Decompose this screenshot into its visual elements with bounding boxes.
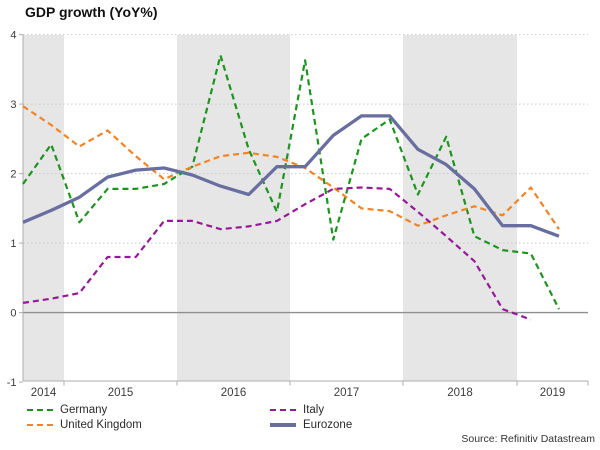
legend-label-germany: Germany	[60, 404, 108, 416]
series-line-germany	[22, 54, 560, 310]
legend-label-italy: Italy	[303, 404, 325, 416]
y-tick-label: 2	[10, 169, 16, 181]
legend-item-italy: Italy	[270, 403, 324, 417]
y-tick-label: -1	[7, 377, 17, 389]
year-band	[403, 35, 517, 381]
legend-item-eurozone: Eurozone	[270, 418, 352, 432]
eurozone-line-swatch	[270, 423, 296, 427]
series-line-eurozone	[22, 114, 560, 238]
year-band	[177, 35, 290, 381]
x-year-label: 2019	[540, 387, 566, 399]
x-year-label: 2014	[31, 387, 57, 399]
source-note: Source: Refinitiv Datastream	[461, 433, 595, 445]
italy-dash-swatch	[270, 408, 296, 412]
x-year-label: 2018	[447, 387, 473, 399]
x-year-label: 2015	[108, 387, 134, 399]
y-tick-label: 3	[10, 99, 16, 111]
y-tick-label: 1	[10, 238, 16, 250]
y-tick-label: 4	[10, 30, 16, 42]
x-year-label: 2016	[221, 387, 247, 399]
chart-title: GDP growth (YoY%)	[25, 4, 158, 20]
x-year-label: 2017	[334, 387, 360, 399]
germany-dash-swatch	[27, 408, 53, 412]
series-line-italy	[22, 186, 532, 321]
legend-item-germany: Germany	[27, 403, 107, 417]
united-kingdom-dash-swatch	[27, 423, 53, 427]
legend-item-united-kingdom: United Kingdom	[27, 418, 142, 432]
legend-label-eurozone: Eurozone	[303, 419, 353, 431]
y-tick-label: 0	[10, 308, 16, 320]
legend-label-united-kingdom: United Kingdom	[60, 419, 142, 431]
